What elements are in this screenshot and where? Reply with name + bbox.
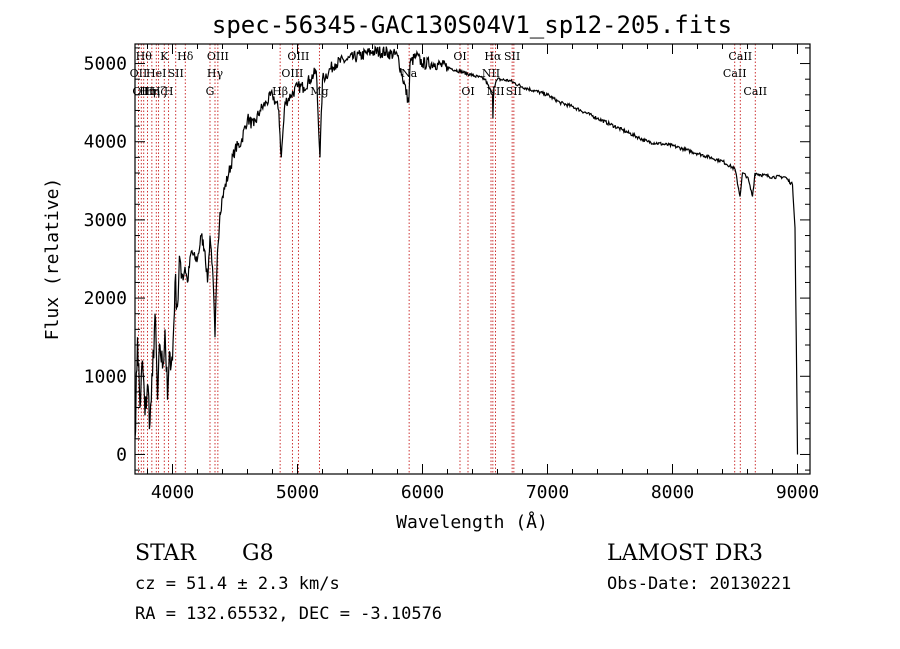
spectral-line-label: Hζ (151, 85, 167, 98)
coordinates: RA = 132.65532, DEC = -3.10576 (135, 604, 442, 624)
plot-frame (134, 43, 811, 475)
spectral-line-label: CaII (723, 67, 747, 80)
x-tick-label: 6000 (401, 482, 444, 503)
y-axis-ticks: 0 1000 2000 3000 4000 5000 (84, 47, 810, 471)
spectrum-series-line (134, 45, 799, 455)
spectral-line-label: HeI (146, 67, 166, 80)
spectral-line-label: SII (506, 85, 522, 98)
spectral-line-label: Hη (139, 85, 155, 98)
x-tick-label: 9000 (776, 482, 819, 503)
spectral-line-label: G (206, 85, 215, 98)
spectral-line-label: OIII (281, 67, 303, 80)
spectral-line-markers (138, 44, 756, 474)
object-subclass: G8 (242, 541, 274, 566)
spectral-line-label: Hδ (177, 50, 194, 63)
spectral-line-label: K (160, 50, 169, 63)
spectral-line-label: Mg (310, 85, 328, 98)
spectral-line-label: Hγ (207, 67, 224, 80)
y-axis-label: Flux (relative) (42, 178, 63, 341)
spectral-line-label: H (164, 85, 174, 98)
chart-title: spec-56345-GAC130S04V1_sp12-205.fits (212, 11, 732, 39)
y-tick-label: 4000 (84, 132, 127, 153)
spectral-line-label: Hα (484, 50, 502, 63)
x-tick-label: 4000 (151, 482, 194, 503)
spectral-line-label: OIII (207, 50, 229, 63)
y-tick-label: 2000 (84, 288, 127, 309)
spectral-line-label: OI (461, 85, 474, 98)
y-tick-label: 1000 (84, 366, 127, 387)
x-tick-label: 8000 (651, 482, 694, 503)
x-tick-label: 5000 (276, 482, 319, 503)
spectral-line-label: NII (486, 85, 504, 98)
spectral-line-label: Hη (144, 85, 160, 98)
y-tick-label: 3000 (84, 210, 127, 231)
spectral-line-label: SII (168, 67, 184, 80)
x-axis-label: Wavelength (Å) (396, 511, 548, 533)
redshift-readout: cz = 51.4 ± 2.3 km/s (135, 574, 340, 594)
spectral-line-label: OI (453, 50, 466, 63)
x-axis-ticks: 4000 5000 6000 7000 8000 9000 (147, 44, 819, 503)
obs-date: Obs-Date: 20130221 (607, 574, 791, 594)
object-class: STAR (135, 541, 197, 566)
y-tick-label: 5000 (84, 54, 127, 75)
spectral-line-label: SII (504, 50, 520, 63)
spectral-line-label: Hθ (136, 50, 153, 63)
x-tick-label: 7000 (526, 482, 569, 503)
spectral-line-label: CaII (743, 85, 767, 98)
spectral-line-label: Hβ (272, 85, 288, 98)
y-tick-label: 0 (116, 444, 127, 465)
survey-release: LAMOST DR3 (607, 541, 763, 566)
spectral-line-labels: OIIOIIHθHηHηHeIHζKHSIIHδGHγOIIIHβOIIIOII… (130, 50, 767, 98)
spectral-line-label: OII (130, 67, 148, 80)
spectral-line-label: NII (482, 67, 500, 80)
spectral-line-label: OIII (287, 50, 309, 63)
spectral-line-label: CaII (728, 50, 752, 63)
